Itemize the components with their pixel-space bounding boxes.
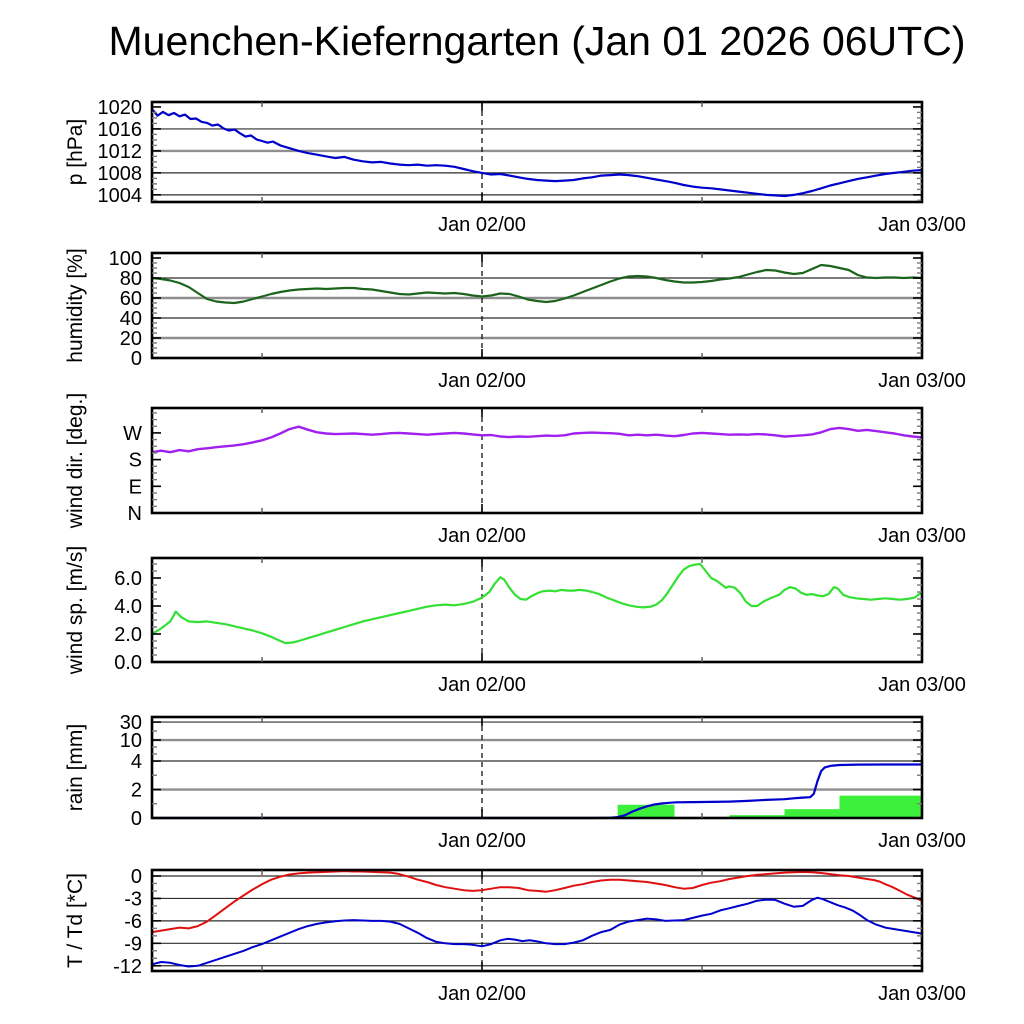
panel-wind-speed: 0.0 2.0 4.0 6.0 Jan 02/00 Jan 03/00 wind sp. [… (64, 546, 966, 696)
y-tick-label: 4.0 (114, 596, 142, 618)
x-tick-label: Jan 03/00 (878, 525, 966, 547)
rain-bar (839, 795, 922, 818)
panel-border (150, 556, 924, 664)
x-tick-label: Jan 02/00 (438, 370, 526, 392)
y-tick-label: N (128, 503, 142, 525)
y-tick-label: E (129, 476, 142, 498)
x-tick-label: Jan 02/00 (438, 674, 526, 696)
x-tick-label: Jan 03/00 (878, 830, 966, 852)
y-tick-label: -6 (124, 911, 142, 933)
y-tick-label: 100 (109, 248, 142, 270)
panel-temperature: 0-3-6-9-12 Jan 02/00 Jan 03/00 T / Td [*C] (64, 866, 966, 1005)
y-tick-label: 0 (131, 348, 142, 370)
panel-border (150, 251, 924, 360)
y-tick-label: 0 (131, 866, 142, 888)
y-tick-label: 2 (131, 780, 142, 802)
rain-bar (617, 804, 675, 818)
y-axis-title: wind dir. [deg.] (64, 393, 87, 529)
y-tick-label: 2.0 (114, 624, 142, 646)
y-tick-label: 0.0 (114, 652, 142, 674)
y-tick-label: 1008 (98, 163, 143, 185)
y-tick-label: 1012 (98, 141, 143, 163)
panel-border (150, 406, 924, 515)
x-tick-label: Jan 02/00 (438, 525, 526, 547)
y-tick-label: 4 (131, 751, 142, 773)
y-tick-label: 30 (120, 712, 142, 734)
pressure-line (150, 107, 924, 198)
y-tick-label: -9 (124, 933, 142, 955)
y-tick-label: S (129, 450, 142, 472)
humidity-line (150, 263, 924, 305)
x-tick-label: Jan 03/00 (878, 370, 966, 392)
temperature-line (151, 870, 923, 934)
x-tick-label: Jan 02/00 (438, 830, 526, 852)
panel-border (150, 100, 924, 204)
y-axis-title: p [hPa] (64, 119, 87, 186)
chart-title: Muenchen-Kieferngarten (Jan 01 2026 06UT… (108, 18, 966, 64)
y-tick-label: 1016 (98, 119, 143, 141)
y-tick-label: 1004 (98, 185, 143, 207)
x-tick-label: Jan 02/00 (438, 214, 526, 236)
y-tick-label: W (123, 423, 142, 445)
x-tick-label: Jan 02/00 (438, 983, 526, 1005)
y-tick-label: 6.0 (114, 568, 142, 590)
y-tick-label: -12 (113, 956, 142, 978)
y-tick-label: 20 (120, 328, 142, 350)
y-axis-title: wind sp. [m/s] (64, 546, 87, 675)
panel-border (150, 715, 924, 820)
x-tick-label: Jan 03/00 (878, 983, 966, 1005)
y-tick-label: 60 (120, 288, 142, 310)
x-tick-label: Jan 03/00 (878, 214, 966, 236)
dew-point-line (151, 896, 923, 968)
rain-bar (784, 809, 840, 818)
y-tick-label: 1020 (98, 97, 143, 119)
y-tick-label: -3 (124, 888, 142, 910)
x-tick-label: Jan 03/00 (878, 674, 966, 696)
y-axis-title: humidity [%] (64, 248, 87, 362)
y-tick-label: 40 (120, 308, 142, 330)
y-axis-title: T / Td [*C] (64, 873, 87, 968)
y-tick-label: 80 (120, 268, 142, 290)
y-axis-title: rain [mm] (64, 724, 87, 812)
y-tick-label: 10 (120, 730, 142, 752)
rain-bar (729, 815, 785, 818)
wind-speed-line (150, 562, 924, 645)
wind-direction-line (150, 425, 924, 454)
y-tick-label: 0 (131, 808, 142, 830)
